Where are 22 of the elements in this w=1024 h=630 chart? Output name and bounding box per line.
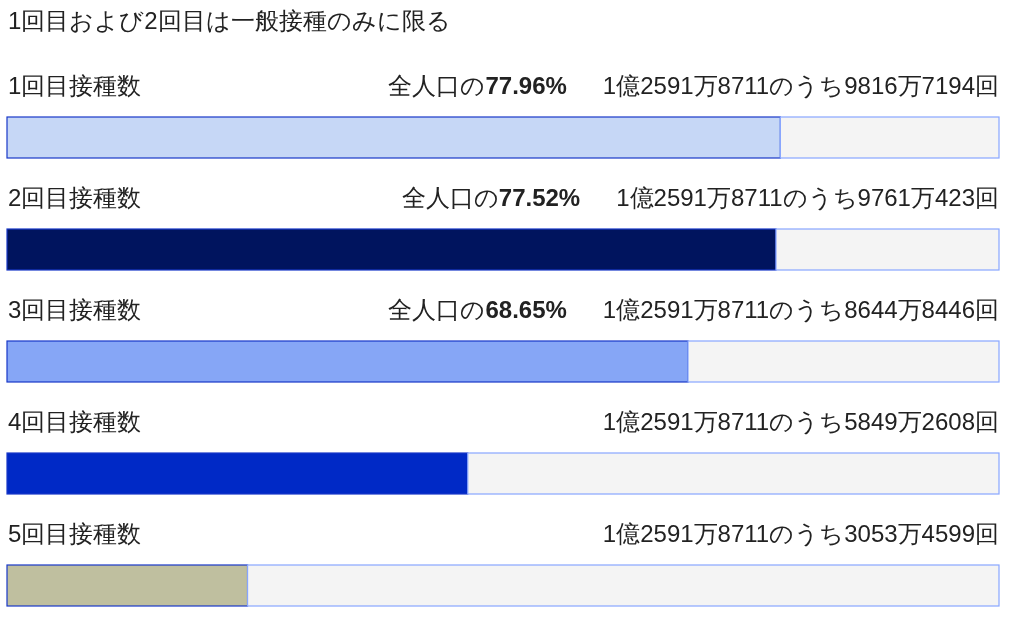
bar <box>775 228 1000 271</box>
annotation: 全人口の68.65% <box>388 296 567 323</box>
bar <box>6 564 249 607</box>
bar <box>779 116 1000 159</box>
chart-title: 1回目および2回目は一般接種のみに限る <box>8 7 451 34</box>
annotation: 1億2591万8711のうち9816万7194回 <box>602 72 999 99</box>
bar <box>6 116 781 159</box>
y-tick-label: 4回目接種数 <box>8 408 142 435</box>
annotation: 1億2591万8711のうち8644万8446回 <box>602 296 999 323</box>
annotation: 1億2591万8711のうち3053万4599回 <box>602 520 999 547</box>
bar <box>6 228 777 271</box>
y-tick-label: 2回目接種数 <box>8 184 142 211</box>
annotation: 全人口の77.96% <box>388 72 567 99</box>
annotation: 1億2591万8711のうち9761万423回 <box>616 184 999 211</box>
y-tick-label: 1回目接種数 <box>8 72 142 99</box>
bar <box>246 564 1000 607</box>
bar <box>467 452 1000 495</box>
y-tick-label: 3回目接種数 <box>8 296 142 323</box>
y-tick-label: 5回目接種数 <box>8 520 142 547</box>
annotation: 1億2591万8711のうち5849万2608回 <box>602 408 999 435</box>
annotation: 全人口の77.52% <box>401 184 581 211</box>
bar <box>6 452 469 495</box>
